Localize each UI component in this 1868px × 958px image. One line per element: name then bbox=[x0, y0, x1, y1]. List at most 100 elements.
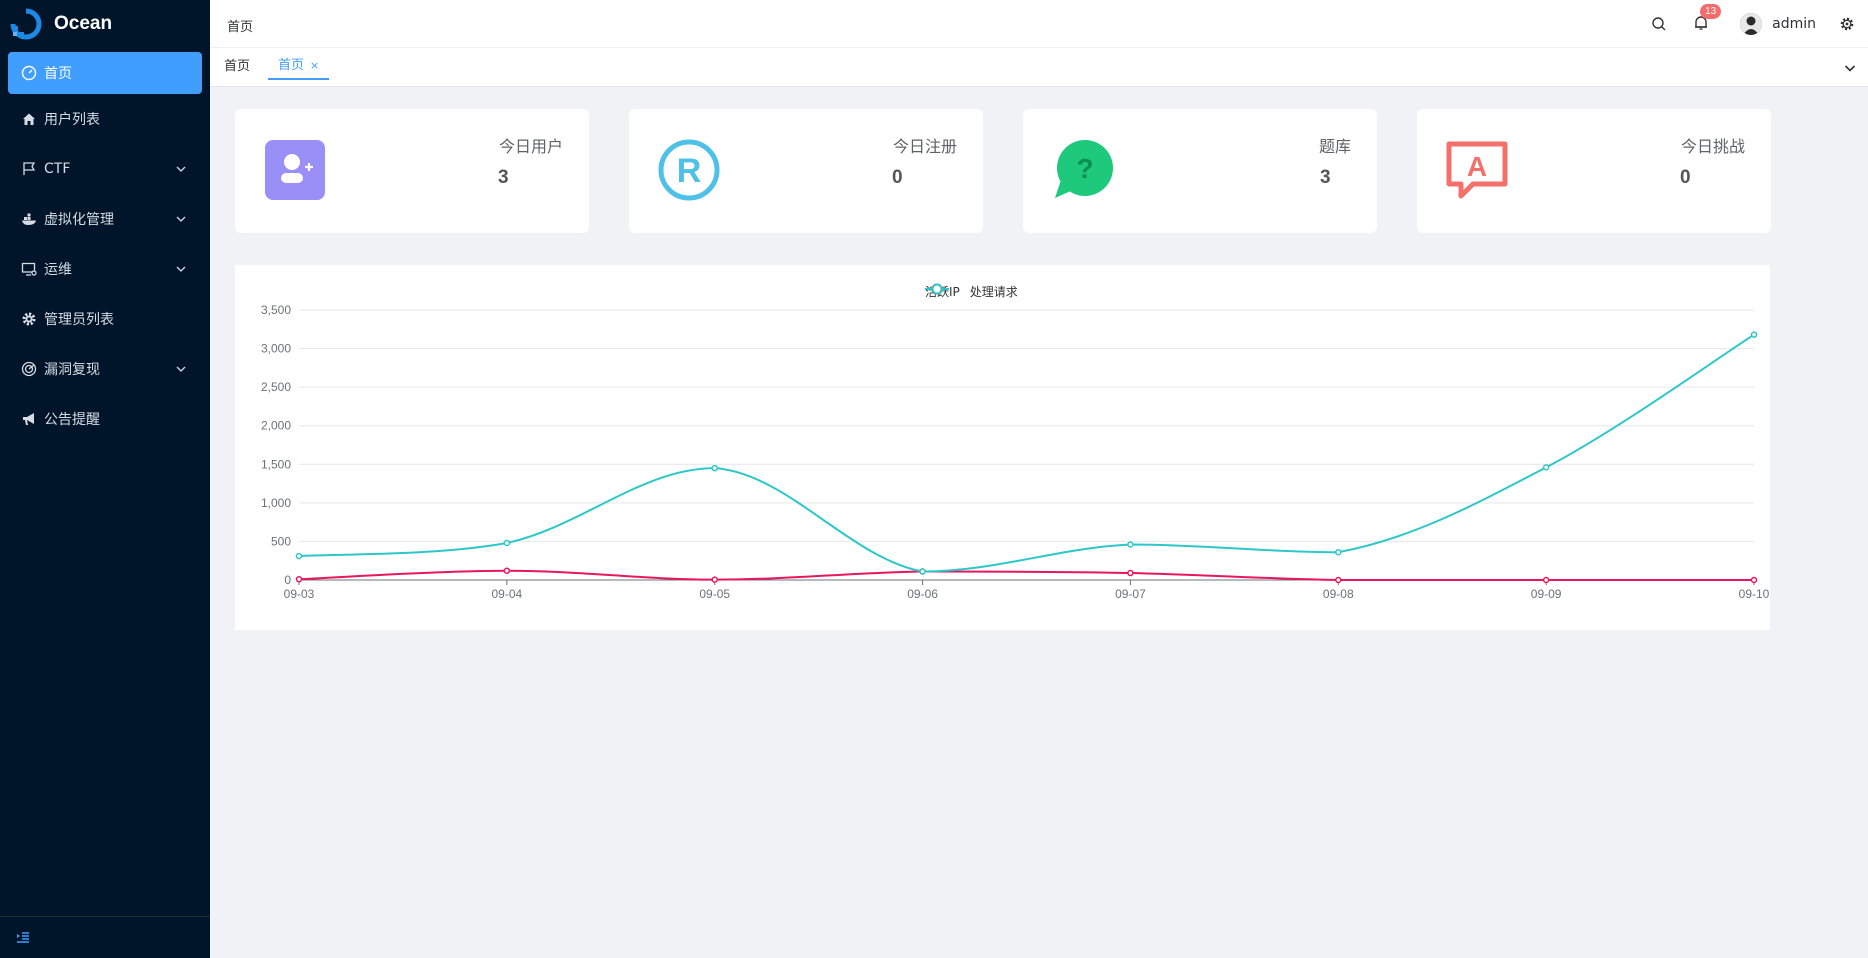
notification-badge: 13 bbox=[1700, 3, 1722, 19]
question-chat-icon: ? bbox=[1055, 140, 1113, 198]
data-point bbox=[711, 464, 718, 472]
tab-active-home[interactable]: 首页 × bbox=[268, 54, 330, 80]
close-icon[interactable]: × bbox=[310, 59, 320, 72]
sidebar-item-label: 漏洞复现 bbox=[44, 362, 100, 378]
data-point bbox=[503, 539, 511, 547]
sidebar-item-label: 用户列表 bbox=[44, 112, 100, 128]
card-value: 3 bbox=[1320, 167, 1331, 188]
stat-card-today-users[interactable]: 今日用户 3 bbox=[235, 109, 589, 233]
y-tick-label: 3,500 bbox=[261, 303, 291, 317]
data-point bbox=[1127, 569, 1134, 577]
gear-icon bbox=[20, 310, 38, 328]
app-logo[interactable]: Ocean bbox=[0, 0, 210, 48]
data-point bbox=[1542, 464, 1550, 471]
chevron-down-icon[interactable] bbox=[1844, 62, 1856, 74]
chart-legend: 活跃IP 处理请求 bbox=[925, 283, 1028, 300]
sidebar-item-users[interactable]: 用户列表 bbox=[0, 94, 210, 144]
y-tick-label: 2,000 bbox=[261, 419, 291, 433]
data-point bbox=[1335, 548, 1342, 556]
sidebar-item-admins[interactable]: 管理员列表 bbox=[0, 294, 210, 344]
chevron-down-icon bbox=[176, 266, 186, 272]
sidebar: Ocean 首页 用户列表 CTF 虚拟化管理 bbox=[0, 0, 210, 958]
data-point bbox=[711, 576, 718, 583]
search-icon[interactable] bbox=[1650, 15, 1668, 33]
y-tick-label: 0 bbox=[284, 573, 291, 587]
card-title: 今日挑战 bbox=[1680, 137, 1745, 156]
legend-label: 处理请求 bbox=[969, 285, 1018, 299]
data-point bbox=[503, 567, 511, 574]
docker-icon bbox=[20, 210, 38, 228]
chevron-down-icon bbox=[176, 166, 186, 172]
sidebar-collapse-button[interactable] bbox=[0, 916, 210, 958]
y-tick-label: 3,000 bbox=[261, 342, 291, 356]
ocean-logo-icon bbox=[10, 8, 42, 40]
sidebar-item-home[interactable]: 首页 bbox=[8, 52, 202, 94]
chevron-down-icon bbox=[176, 216, 186, 222]
x-tick-label: 09-09 bbox=[1531, 587, 1562, 601]
sidebar-item-label: 公告提醒 bbox=[44, 412, 100, 428]
data-point bbox=[295, 575, 303, 583]
data-point bbox=[919, 568, 926, 575]
x-tick-label: 09-08 bbox=[1323, 587, 1354, 601]
series-line-0 bbox=[298, 569, 1754, 582]
sidebar-item-label: 首页 bbox=[44, 66, 72, 82]
tab-label: 首页 bbox=[278, 58, 305, 73]
tabs-bar: 首页 首页 × bbox=[210, 48, 1868, 87]
sidebar-menu: 首页 用户列表 CTF 虚拟化管理 运维 bbox=[0, 48, 210, 444]
legend-item-requests[interactable]: 处理请求 bbox=[925, 283, 1018, 300]
app-name: Ocean bbox=[54, 13, 113, 34]
x-tick-label: 09-07 bbox=[1115, 587, 1146, 601]
legend-swatch bbox=[925, 283, 949, 295]
chart-plot-area: 0 500 1,000 1,500 2,000 2,500 3,000 3,500 09-03 0… bbox=[261, 303, 1770, 601]
svg-text:A: A bbox=[1467, 151, 1487, 182]
dashboard-icon bbox=[20, 64, 38, 82]
x-tick-label: 09-05 bbox=[699, 587, 730, 601]
sidebar-item-label: 虚拟化管理 bbox=[44, 212, 114, 228]
data-point bbox=[1750, 576, 1758, 584]
user-add-icon bbox=[265, 140, 325, 200]
sidebar-item-virtualization[interactable]: 虚拟化管理 bbox=[0, 194, 210, 244]
stat-card-today-registrations[interactable]: R 今日注册 0 bbox=[629, 109, 983, 233]
notifications[interactable]: 13 bbox=[1692, 3, 1722, 35]
data-point bbox=[1542, 576, 1550, 584]
x-tick-label: 09-10 bbox=[1739, 587, 1770, 601]
sidebar-item-label: 运维 bbox=[44, 262, 72, 278]
data-point bbox=[1335, 576, 1342, 584]
svg-text:?: ? bbox=[1076, 153, 1093, 184]
data-point bbox=[1127, 541, 1134, 548]
user-menu[interactable]: admin bbox=[1740, 13, 1816, 35]
home-icon bbox=[20, 110, 38, 128]
breadcrumb[interactable]: 首页 bbox=[227, 20, 254, 35]
card-value: 0 bbox=[892, 167, 903, 188]
menu-fold-icon bbox=[17, 931, 29, 943]
y-tick-label: 1,000 bbox=[261, 496, 291, 510]
y-tick-label: 500 bbox=[271, 534, 291, 548]
sidebar-item-announcements[interactable]: 公告提醒 bbox=[0, 394, 210, 444]
card-title: 今日注册 bbox=[892, 137, 957, 156]
x-tick-label: 09-03 bbox=[284, 587, 315, 601]
stat-card-question-bank[interactable]: ? 题库 3 bbox=[1023, 109, 1377, 233]
sidebar-item-ops[interactable]: 运维 bbox=[0, 244, 210, 294]
header-actions: 13 admin bbox=[1650, 0, 1868, 48]
chevron-down-icon bbox=[176, 366, 186, 372]
activity-line-chart: 活跃IP 处理请求 0 500 1,000 1,500 2,000 2,500 3,000 3… bbox=[235, 265, 1770, 630]
card-title: 今日用户 bbox=[498, 137, 563, 156]
y-tick-label: 2,500 bbox=[261, 380, 291, 394]
sidebar-item-ctf[interactable]: CTF bbox=[0, 144, 210, 194]
data-point bbox=[295, 552, 303, 560]
tab-home[interactable]: 首页 bbox=[224, 59, 251, 74]
avatar bbox=[1740, 13, 1763, 35]
card-value: 0 bbox=[1680, 167, 1691, 188]
x-tick-label: 09-06 bbox=[907, 587, 938, 601]
stat-card-today-challenges[interactable]: A 今日挑战 0 bbox=[1417, 109, 1771, 233]
data-point bbox=[1750, 331, 1758, 338]
card-value: 3 bbox=[498, 167, 509, 188]
sidebar-item-label: CTF bbox=[44, 161, 71, 177]
series-line-1 bbox=[298, 333, 1755, 573]
radar-icon bbox=[20, 360, 38, 378]
card-title: 题库 bbox=[1318, 137, 1351, 156]
settings-gear-icon[interactable] bbox=[1838, 15, 1856, 33]
megaphone-icon bbox=[20, 410, 38, 428]
sidebar-item-vuln[interactable]: 漏洞复现 bbox=[0, 344, 210, 394]
message-a-icon: A bbox=[1446, 141, 1508, 199]
